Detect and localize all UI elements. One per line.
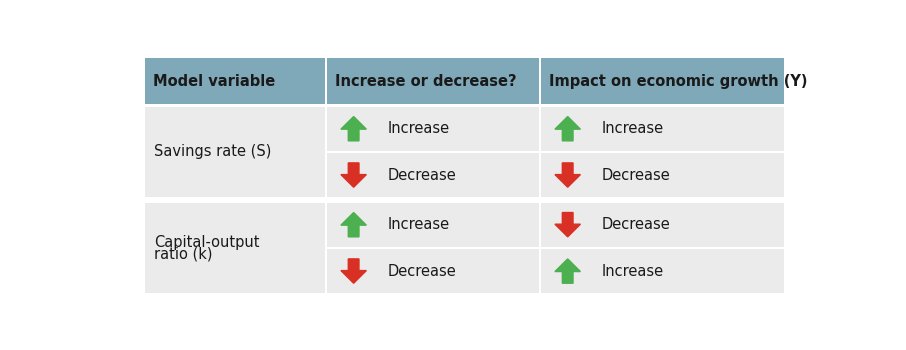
Bar [327,249,539,293]
Bar [541,203,784,247]
Bar [541,249,784,293]
Polygon shape [341,259,366,283]
Text: Decrease: Decrease [388,168,456,183]
Polygon shape [555,259,581,283]
Polygon shape [341,212,366,237]
Bar [145,203,324,293]
Text: ratio (k): ratio (k) [154,246,213,261]
Polygon shape [341,163,366,187]
Text: Decrease: Decrease [602,217,670,232]
Bar [145,58,324,104]
Text: Increase: Increase [388,121,449,136]
Bar [327,153,539,197]
Bar [541,58,784,104]
Bar [541,106,784,151]
Text: Increase: Increase [602,264,663,279]
Text: Decrease: Decrease [388,264,456,279]
Bar [327,106,539,151]
Bar [541,153,784,197]
Text: Increase or decrease?: Increase or decrease? [335,74,517,89]
Bar [145,106,324,197]
Text: Impact on economic growth (Y): Impact on economic growth (Y) [549,74,808,89]
Bar [327,203,539,247]
Bar [327,58,539,104]
Polygon shape [555,212,581,237]
Text: Savings rate (S): Savings rate (S) [154,145,272,159]
Text: Capital-output: Capital-output [154,235,259,250]
Polygon shape [555,163,581,187]
Polygon shape [341,117,366,141]
Text: Model variable: Model variable [153,74,275,89]
Text: Decrease: Decrease [602,168,670,183]
Text: Increase: Increase [388,217,449,232]
Text: Increase: Increase [602,121,663,136]
Polygon shape [555,117,581,141]
